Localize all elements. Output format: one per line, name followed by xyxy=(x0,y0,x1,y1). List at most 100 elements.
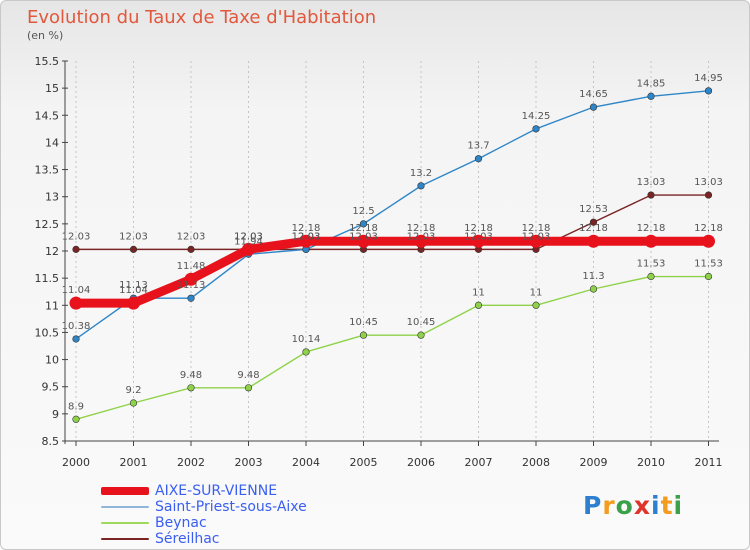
data-point-saint-priest-sous-aixe xyxy=(72,335,80,343)
x-tick-label: 2000 xyxy=(62,456,90,469)
data-point-aixe-sur-vienne xyxy=(702,234,715,248)
data-label-sereilhac: 12.03 xyxy=(407,231,436,242)
y-tick-label: 9.5 xyxy=(42,381,60,394)
data-label-sereilhac: 12.03 xyxy=(234,231,263,242)
data-label-aixe-sur-vienne: 11.04 xyxy=(62,285,91,296)
y-tick-label: 12 xyxy=(45,245,59,258)
data-label-aixe-sur-vienne: 11.48 xyxy=(177,261,206,272)
legend-swatch xyxy=(101,538,149,540)
data-label-beynac: 9.2 xyxy=(126,385,142,396)
data-label-saint-priest-sous-aixe: 12.03 xyxy=(292,231,321,242)
data-point-sereilhac xyxy=(187,245,195,253)
data-label-aixe-sur-vienne: 12.03 xyxy=(234,231,263,242)
data-point-aixe-sur-vienne xyxy=(127,296,140,310)
data-label-beynac: 9.48 xyxy=(237,370,259,381)
data-label-sereilhac: 12.03 xyxy=(464,231,493,242)
data-label-beynac: 8.9 xyxy=(68,401,84,412)
data-point-sereilhac xyxy=(647,191,655,199)
data-label-sereilhac: 12.03 xyxy=(62,231,91,242)
data-label-saint-priest-sous-aixe: 12.5 xyxy=(352,206,374,217)
data-point-beynac xyxy=(647,272,655,281)
x-tick-label: 2005 xyxy=(350,456,378,469)
data-point-saint-priest-sous-aixe xyxy=(589,103,598,111)
y-tick-label: 14.5 xyxy=(35,109,60,122)
data-point-aixe-sur-vienne xyxy=(357,234,370,248)
data-point-aixe-sur-vienne xyxy=(69,296,83,310)
data-point-saint-priest-sous-aixe xyxy=(474,155,483,163)
chart-subtitle: (en %) xyxy=(27,29,64,42)
data-point-aixe-sur-vienne xyxy=(529,234,543,248)
y-tick-label: 9 xyxy=(52,408,59,421)
data-point-beynac xyxy=(187,384,195,392)
data-point-saint-priest-sous-aixe xyxy=(417,182,425,190)
data-label-beynac: 10.14 xyxy=(292,334,321,345)
data-point-beynac xyxy=(302,348,310,356)
data-point-aixe-sur-vienne xyxy=(242,242,255,256)
data-point-aixe-sur-vienne xyxy=(299,234,313,248)
logo-letter: P xyxy=(583,491,603,520)
data-label-aixe-sur-vienne: 11.04 xyxy=(119,285,148,296)
y-tick-label: 11 xyxy=(45,299,59,312)
data-point-beynac xyxy=(704,272,713,281)
y-tick-label: 15.5 xyxy=(35,55,60,68)
data-point-beynac xyxy=(72,415,80,423)
data-label-saint-priest-sous-aixe: 11.13 xyxy=(177,280,206,291)
data-point-aixe-sur-vienne xyxy=(184,272,198,286)
data-label-sereilhac: 13.03 xyxy=(694,177,723,188)
series-line-sereilhac xyxy=(75,194,710,251)
data-point-sereilhac xyxy=(589,218,598,226)
data-label-sereilhac: 13.03 xyxy=(637,177,666,188)
legend: AIXE-SUR-VIENNE Saint-Priest-sous-Aixe Bey… xyxy=(101,483,341,547)
data-label-aixe-sur-vienne: 12.18 xyxy=(694,223,723,234)
data-label-aixe-sur-vienne: 12.18 xyxy=(349,223,378,234)
y-tick-label: 10.5 xyxy=(35,326,60,339)
data-point-sereilhac xyxy=(72,245,80,253)
legend-item: Séreilhac xyxy=(101,531,341,547)
data-label-saint-priest-sous-aixe: 14.85 xyxy=(637,78,666,89)
legend-label: Saint-Priest-sous-Aixe xyxy=(155,499,307,515)
series-line-aixe-sur-vienne xyxy=(71,236,713,308)
data-label-beynac: 10.45 xyxy=(407,317,436,328)
data-point-beynac xyxy=(589,285,598,293)
data-point-saint-priest-sous-aixe xyxy=(532,125,540,133)
data-label-sereilhac: 12.03 xyxy=(292,231,321,242)
y-tick-label: 15 xyxy=(45,82,59,95)
data-label-saint-priest-sous-aixe: 11.13 xyxy=(119,280,148,291)
data-label-beynac: 11 xyxy=(530,287,543,298)
data-label-aixe-sur-vienne: 12.18 xyxy=(464,223,493,234)
y-tick-label: 13 xyxy=(45,191,59,204)
logo-letter: t xyxy=(660,491,674,520)
series-line-saint-priest-sous-aixe xyxy=(75,90,710,340)
data-label-sereilhac: 12.03 xyxy=(349,231,378,242)
x-tick-label: 2006 xyxy=(407,456,435,469)
x-tick-label: 2010 xyxy=(637,456,665,469)
legend-swatch xyxy=(101,487,149,495)
y-tick-label: 13.5 xyxy=(35,164,60,177)
data-point-aixe-sur-vienne xyxy=(587,234,600,248)
data-point-saint-priest-sous-aixe xyxy=(704,87,713,95)
data-point-beynac xyxy=(359,331,368,339)
data-label-saint-priest-sous-aixe: 14.25 xyxy=(522,111,551,122)
data-label-aixe-sur-vienne: 12.18 xyxy=(292,223,321,234)
data-point-saint-priest-sous-aixe xyxy=(647,92,655,100)
y-tick-label: 10 xyxy=(45,354,59,367)
data-point-sereilhac xyxy=(129,245,138,253)
data-label-beynac: 11 xyxy=(472,287,485,298)
legend-label: Beynac xyxy=(155,515,207,531)
x-tick-label: 2003 xyxy=(235,456,263,469)
data-label-beynac: 10.45 xyxy=(349,317,378,328)
data-label-aixe-sur-vienne: 12.18 xyxy=(407,223,436,234)
x-tick-label: 2009 xyxy=(580,456,608,469)
logo-letter: r xyxy=(602,491,616,520)
data-label-beynac: 11.3 xyxy=(582,271,604,282)
data-label-saint-priest-sous-aixe: 14.65 xyxy=(579,89,608,100)
series-line-beynac xyxy=(75,275,710,420)
data-label-aixe-sur-vienne: 12.18 xyxy=(579,223,608,234)
chart-title: Evolution du Taux de Taxe d'Habitation xyxy=(27,7,377,28)
data-label-beynac: 11.53 xyxy=(694,259,723,270)
data-point-beynac xyxy=(417,331,425,339)
logo-letter: i xyxy=(651,491,661,520)
legend-item: Saint-Priest-sous-Aixe xyxy=(101,499,341,515)
